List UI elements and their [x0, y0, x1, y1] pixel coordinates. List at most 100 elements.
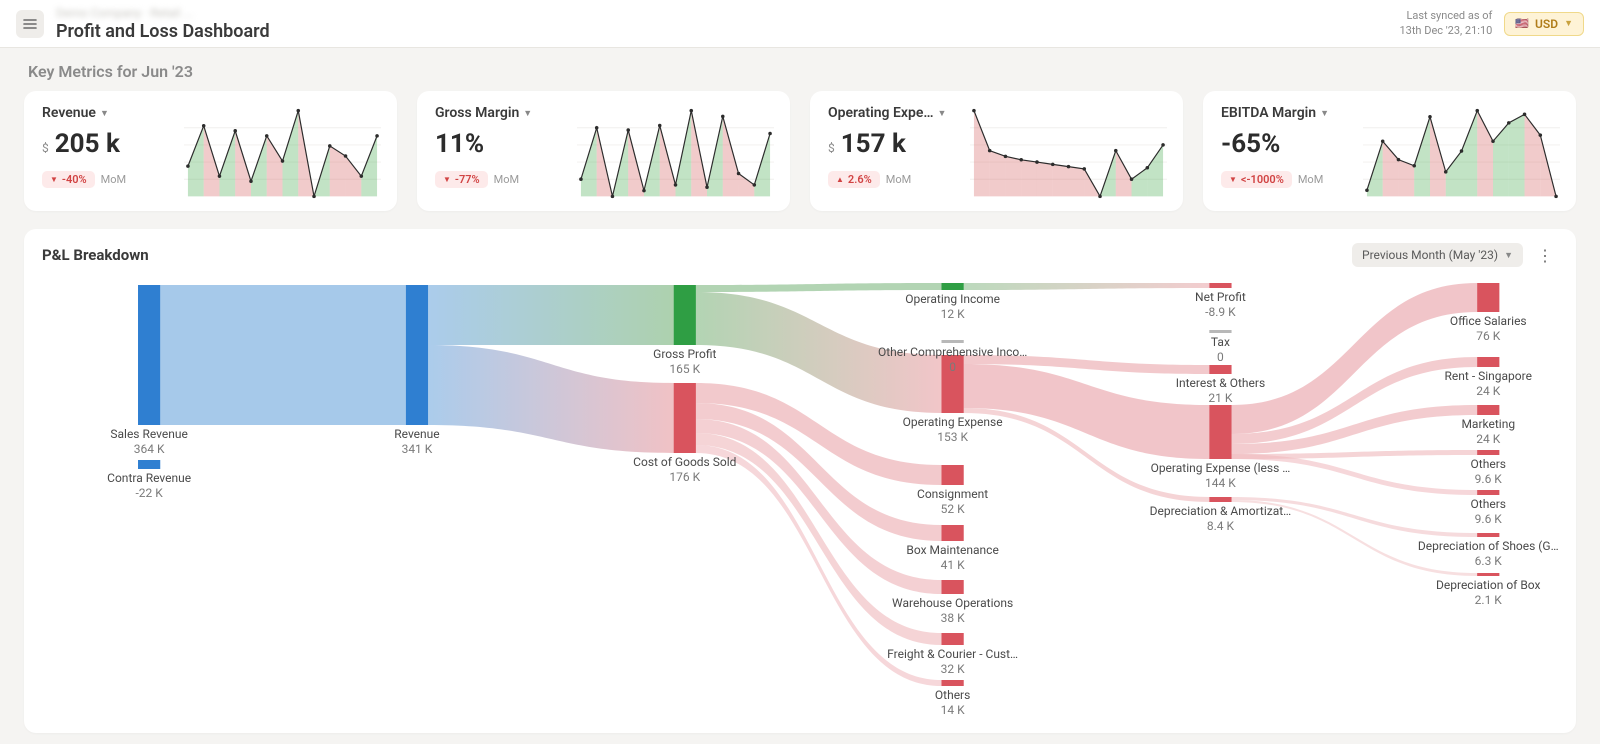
sync-label: Last synced as of [1399, 9, 1492, 23]
triangle-down-icon: ▼ [50, 175, 58, 184]
metric-value: 11% [435, 129, 484, 159]
node-value: 364 K [110, 442, 188, 457]
period-label: MoM [494, 173, 519, 186]
node-name: Tax [1211, 335, 1230, 350]
node-name: Gross Profit [653, 347, 716, 362]
breadcrumb: Demo Company · Retail ... [56, 6, 270, 20]
node-name: Revenue [394, 427, 439, 442]
metric-title-selector[interactable]: Revenue ▼ [42, 105, 172, 121]
metric-title: Revenue [42, 105, 96, 121]
metric-title: Operating Expe… [828, 105, 934, 121]
node-value: 41 K [906, 558, 998, 573]
node-name: Interest & Others [1176, 376, 1265, 391]
node-value: 176 K [633, 470, 736, 485]
metrics-row: Revenue ▼ $ 205 k ▼ -40% MoM Gross Margi… [0, 91, 1600, 211]
node-name: Operating Expense (less … [1151, 461, 1291, 476]
more-options-button[interactable]: ⋮ [1533, 244, 1558, 267]
period-label: MoM [886, 173, 911, 186]
sankey-node-label: Depreciation of Shoes (G…6.3 K [1418, 539, 1559, 569]
change-badge: ▼ -77% [435, 171, 488, 188]
sankey-node-label: Operating Expense (less …144 K [1151, 461, 1291, 491]
chevron-down-icon: ▼ [100, 108, 109, 119]
period-label: MoM [101, 173, 126, 186]
node-value: 9.6 K [1471, 472, 1506, 487]
node-name: Marketing [1461, 417, 1515, 432]
node-value: 76 K [1450, 329, 1527, 344]
node-name: Operating Income [905, 292, 1000, 307]
node-name: Depreciation of Box [1436, 578, 1540, 593]
node-value: 144 K [1151, 476, 1291, 491]
sparkline [184, 105, 381, 201]
node-name: Consignment [917, 487, 988, 502]
change-pct: <-1000% [1241, 173, 1284, 186]
node-name: Others [1471, 497, 1506, 512]
change-badge: ▼ -40% [42, 171, 95, 188]
node-name: Operating Expense [903, 415, 1003, 430]
period-label: Previous Month (May '23) [1362, 248, 1498, 262]
sankey-node-label: Marketing24 K [1461, 417, 1515, 447]
sankey-node-label: Others9.6 K [1471, 457, 1506, 487]
sankey-node-label: Operating Income12 K [905, 292, 1000, 322]
node-value: 153 K [903, 430, 1003, 445]
sankey-node-label: Interest & Others21 K [1176, 376, 1265, 406]
change-pct: 2.6% [848, 173, 872, 186]
chevron-down-icon: ▼ [523, 108, 532, 119]
sankey-node-label: Tax0 [1211, 335, 1230, 365]
node-name: Net Profit [1195, 290, 1246, 305]
sankey-node-label: Box Maintenance41 K [906, 543, 998, 573]
page-title: Profit and Loss Dashboard [56, 21, 270, 42]
hamburger-icon [22, 16, 38, 32]
sankey-node-label: Contra Revenue-22 K [107, 471, 191, 501]
node-value: 8.4 K [1150, 519, 1292, 534]
node-value: 0 [878, 360, 1027, 375]
sync-info: Last synced as of 13th Dec '23, 21:10 [1399, 9, 1492, 38]
sankey-node-label: Net Profit-8.9 K [1195, 290, 1246, 320]
sankey-node-label: Depreciation & Amortizat…8.4 K [1150, 504, 1292, 534]
sparkline [577, 105, 774, 201]
metric-title-selector[interactable]: Gross Margin ▼ [435, 105, 565, 121]
node-name: Other Comprehensive Inco… [878, 345, 1027, 360]
node-name: Warehouse Operations [892, 596, 1013, 611]
triangle-down-icon: ▼ [443, 175, 451, 184]
sankey-node-label: Rent - Singapore24 K [1445, 369, 1532, 399]
node-value: 38 K [892, 611, 1013, 626]
sankey-node-label: Office Salaries76 K [1450, 314, 1527, 344]
pnl-panel: P&L Breakdown Previous Month (May '23) ▼… [24, 229, 1576, 733]
sankey-node-label: Depreciation of Box2.1 K [1436, 578, 1540, 608]
node-name: Office Salaries [1450, 314, 1527, 329]
metric-prefix: $ [828, 141, 835, 155]
metric-title-selector[interactable]: EBITDA Margin ▼ [1221, 105, 1351, 121]
pnl-title: P&L Breakdown [42, 246, 149, 264]
currency-code: USD [1535, 17, 1558, 31]
sankey-node-label: Operating Expense153 K [903, 415, 1003, 445]
sparkline [970, 105, 1167, 201]
triangle-up-icon: ▲ [836, 175, 844, 184]
node-value: 9.6 K [1471, 512, 1506, 527]
period-selector[interactable]: Previous Month (May '23) ▼ [1352, 243, 1523, 267]
chevron-down-icon: ▼ [1564, 18, 1573, 29]
node-value: 165 K [653, 362, 716, 377]
sankey-node-label: Others14 K [935, 688, 970, 718]
node-name: Depreciation of Shoes (G… [1418, 539, 1559, 554]
sankey-node-label: Warehouse Operations38 K [892, 596, 1013, 626]
node-value: 24 K [1461, 432, 1515, 447]
node-name: Freight & Courier - Cust… [887, 647, 1018, 662]
currency-selector[interactable]: 🇺🇸 USD ▼ [1504, 12, 1584, 36]
metric-card: Operating Expe… ▼ $ 157 k ▲ 2.6% MoM [810, 91, 1183, 211]
node-value: 52 K [917, 502, 988, 517]
metric-title-selector[interactable]: Operating Expe… ▼ [828, 105, 958, 121]
sankey-node-label: Revenue341 K [394, 427, 439, 457]
metric-title: Gross Margin [435, 105, 519, 121]
period-label: MoM [1298, 173, 1323, 186]
menu-toggle-button[interactable] [16, 10, 44, 38]
change-badge: ▲ 2.6% [828, 171, 880, 188]
node-value: 21 K [1176, 391, 1265, 406]
metric-title: EBITDA Margin [1221, 105, 1316, 121]
node-name: Others [935, 688, 970, 703]
sparkline [1363, 105, 1560, 201]
node-name: Rent - Singapore [1445, 369, 1532, 384]
topbar: Demo Company · Retail ... Profit and Los… [0, 0, 1600, 48]
metric-prefix: $ [42, 141, 49, 155]
change-pct: -40% [62, 173, 87, 186]
chevron-down-icon: ▼ [938, 108, 947, 119]
